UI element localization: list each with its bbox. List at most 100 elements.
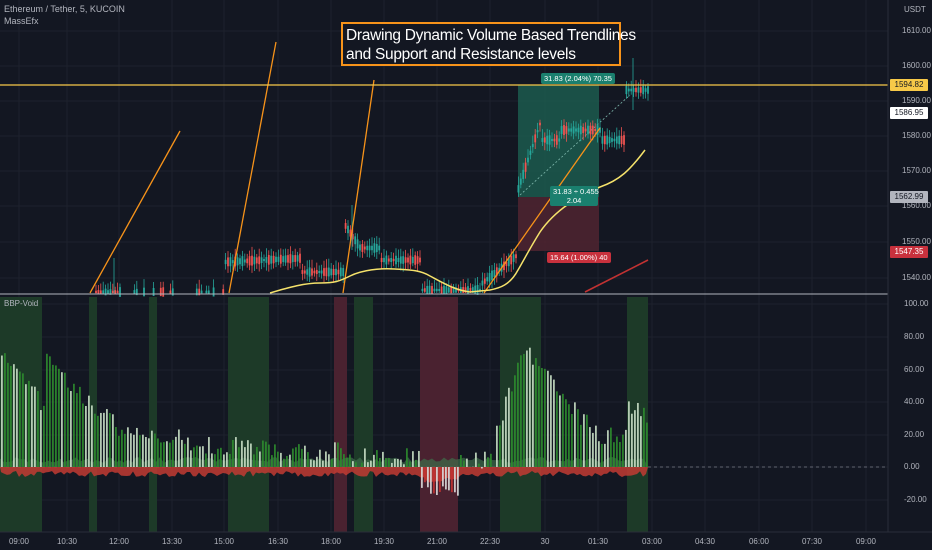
candle-body [229, 257, 232, 267]
oscillator-bar [43, 405, 45, 467]
candle-body [613, 138, 616, 142]
symbol-title[interactable]: Ethereum / Tether, 5, KUCOIN [4, 4, 125, 14]
candle-body [299, 253, 301, 263]
candle-body [423, 288, 426, 292]
candle-body [95, 290, 97, 294]
time-tick: 10:30 [56, 537, 78, 546]
candle-body [404, 257, 407, 263]
oscillator-bar [277, 451, 279, 467]
oscillator-bar [613, 442, 615, 467]
oscillator-bar [232, 440, 234, 467]
candle-body [287, 255, 289, 263]
oscillator-name[interactable]: BBP-Void [4, 299, 39, 308]
red-trendline[interactable] [584, 259, 649, 293]
oscillator-bar [397, 458, 399, 467]
candle-body [335, 268, 337, 276]
oscillator-bar [361, 462, 363, 467]
candle-body [541, 138, 544, 142]
candle-body [577, 127, 580, 133]
candle-body [455, 287, 457, 293]
green-band [354, 297, 373, 532]
oscillator-bar [418, 450, 420, 467]
oscillator-bar [559, 395, 561, 467]
oscillator-bar [439, 467, 441, 493]
oscillator-bar [91, 405, 93, 467]
oscillator-bar [223, 454, 225, 467]
candle-body [152, 288, 155, 296]
candle-body [407, 257, 409, 263]
trendlines[interactable] [89, 41, 649, 294]
candle-body [438, 288, 441, 292]
annotation-text-box[interactable]: Drawing Dynamic Volume Based Trendlines … [341, 22, 636, 66]
candle-body [548, 135, 551, 145]
time-tick: 19:30 [373, 537, 395, 546]
candle-body [332, 268, 335, 276]
oscillator-bar [610, 427, 612, 467]
oscillator-bar [88, 395, 90, 467]
positive-area [0, 457, 648, 467]
trendline[interactable] [342, 79, 375, 294]
oscillator-bar [421, 467, 423, 488]
candle-body [476, 285, 479, 295]
candle-body [469, 287, 472, 293]
oscillator-bar [373, 454, 375, 467]
candle-body [397, 257, 400, 263]
candle-body [409, 255, 412, 265]
candle-body [109, 289, 112, 295]
candle-body [114, 290, 117, 294]
candle-body [587, 125, 589, 135]
candle-body [354, 236, 357, 245]
oscillator-tick: 100.00 [904, 299, 929, 308]
oscillator-bar [538, 366, 540, 467]
candle-body [635, 87, 637, 93]
oscillator-bar [526, 350, 528, 467]
candle-body [222, 289, 225, 295]
oscillator-bar [115, 427, 117, 467]
oscillator-tick: 0.00 [904, 462, 920, 471]
oscillator-bar [271, 455, 273, 467]
oscillator-bar [499, 425, 501, 467]
oscillator-bar [415, 460, 417, 467]
candle-body [618, 135, 621, 145]
oscillator-bar [46, 353, 48, 467]
candle-body [524, 162, 527, 172]
candle-body [239, 258, 241, 265]
oscillator-bar [517, 362, 519, 467]
oscillator-bar [181, 439, 183, 467]
candle-body [320, 270, 323, 274]
candle-body [107, 290, 109, 294]
candle-body [390, 257, 393, 263]
candle-body [296, 255, 299, 262]
time-tick: 13:30 [161, 537, 183, 546]
oscillator-bar [424, 467, 426, 483]
candle-body [433, 288, 436, 292]
oscillator-bar [22, 373, 24, 467]
oscillator-bar [208, 437, 210, 467]
candle-body [311, 268, 313, 276]
oscillator-bar [118, 435, 120, 467]
candle-body [111, 290, 114, 294]
trendline[interactable] [89, 130, 181, 294]
trendline[interactable] [483, 127, 601, 294]
oscillator-bar [283, 458, 285, 467]
candle-body [253, 256, 256, 265]
trendline[interactable] [228, 41, 277, 294]
indicator-name[interactable]: MassEfx [4, 16, 39, 26]
oscillator-bar [49, 356, 51, 467]
oscillator-bar [454, 467, 456, 493]
candle-body [431, 286, 433, 294]
oscillator-bar [553, 379, 555, 467]
price-tick: 1600.00 [902, 61, 931, 70]
stop-zone[interactable] [518, 197, 599, 251]
oscillator-bar [301, 448, 303, 467]
oscillator-bar [586, 414, 588, 467]
oscillator-bar [280, 452, 282, 467]
candle-body [486, 277, 489, 282]
oscillator-tick: 80.00 [904, 332, 925, 341]
candle-body [479, 288, 481, 292]
oscillator-bar [310, 459, 312, 467]
time-tick: 21:00 [426, 537, 448, 546]
stop-price-tag: 1562.99 [890, 191, 928, 203]
oscillator-bar [25, 384, 27, 467]
